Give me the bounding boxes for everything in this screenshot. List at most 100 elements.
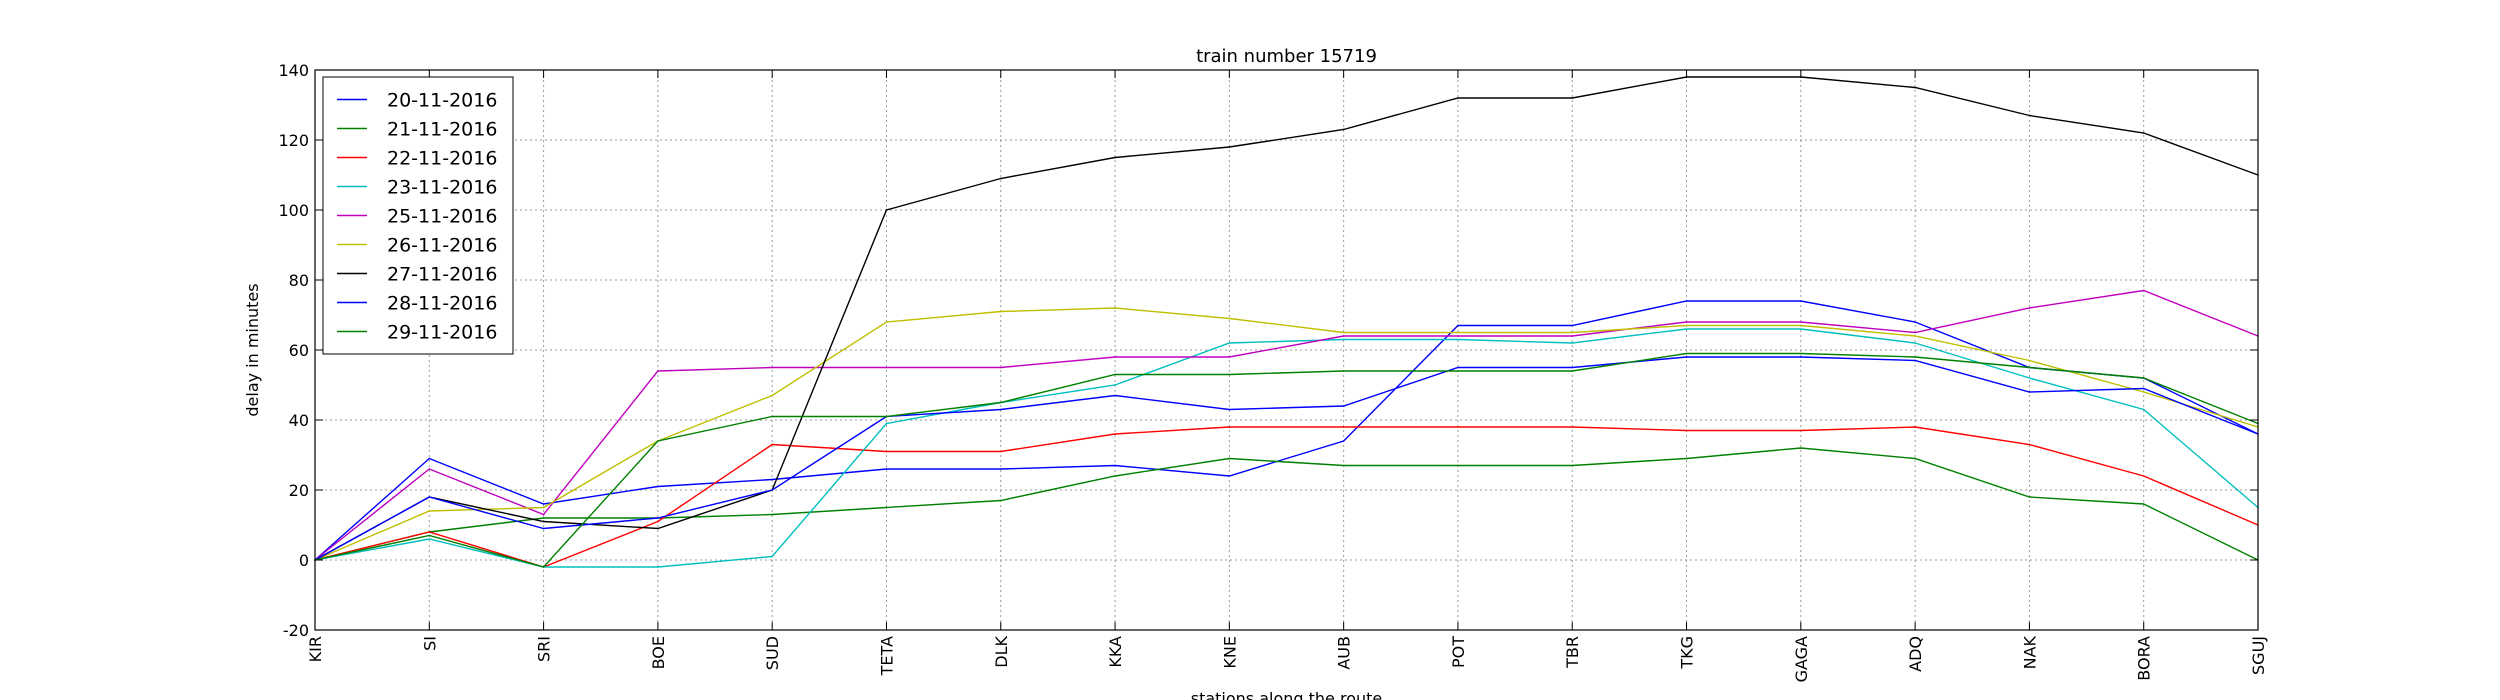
data-point: [999, 450, 1002, 453]
data-point: [1228, 475, 1231, 477]
data-point: [1457, 331, 1459, 334]
data-point: [1228, 426, 1231, 428]
data-point: [2142, 475, 2145, 477]
data-point: [1342, 335, 1345, 337]
data-point: [1800, 321, 1802, 323]
data-point: [1457, 97, 1459, 99]
data-point: [999, 310, 1002, 313]
data-point: [428, 510, 431, 512]
series-line: [314, 300, 2259, 561]
data-point: [1457, 324, 1459, 327]
series-line: [314, 356, 2259, 561]
data-point: [1114, 464, 1116, 467]
data-point: [2028, 359, 2031, 362]
data-point: [2142, 408, 2145, 411]
y-tick-label: 40: [289, 411, 309, 430]
data-point: [2142, 387, 2145, 390]
data-point: [1228, 317, 1231, 320]
legend-label: 28-11-2016: [387, 293, 497, 315]
series-line: [314, 307, 2259, 561]
x-tick-label: POT: [1449, 636, 1468, 668]
data-point: [657, 440, 659, 442]
data-point: [1342, 338, 1345, 341]
series-line: [314, 447, 2259, 561]
data-point: [1800, 324, 1802, 327]
data-point: [1685, 429, 1688, 432]
data-point: [1914, 86, 1916, 89]
y-tick-label: 0: [299, 551, 309, 570]
data-point: [1228, 146, 1231, 148]
data-point: [771, 489, 773, 491]
data-point: [885, 321, 888, 323]
y-tick-label: -20: [283, 621, 309, 640]
data-point: [999, 408, 1002, 411]
data-point: [1685, 356, 1688, 358]
x-tick-label: AUB: [1335, 636, 1354, 670]
data-point: [885, 209, 888, 211]
data-point: [1457, 370, 1459, 372]
data-point: [1800, 328, 1802, 330]
data-point: [1228, 457, 1231, 460]
y-axis-ticks: -20 0 20 40 60 80 100 120 140: [278, 61, 2258, 640]
series-line: [314, 289, 2259, 561]
data-point: [542, 517, 545, 519]
data-point: [1800, 429, 1802, 432]
y-tick-label: 60: [289, 341, 309, 360]
data-point: [1571, 426, 1574, 428]
data-point: [428, 457, 431, 460]
data-point: [428, 538, 431, 540]
y-tick-label: 80: [289, 271, 309, 290]
series-line: [314, 328, 2259, 568]
x-axis-label: stations along the route: [1191, 689, 1383, 700]
data-point: [1342, 128, 1345, 131]
data-point: [1457, 426, 1459, 428]
data-point: [771, 394, 773, 397]
data-point: [657, 517, 659, 519]
data-point: [1114, 475, 1116, 477]
data-point: [1571, 370, 1574, 372]
data-point: [885, 450, 888, 453]
series-line: [314, 352, 2259, 568]
data-point: [771, 415, 773, 418]
data-point: [2142, 132, 2145, 134]
legend: 20-11-2016 21-11-2016 22-11-2016 23-11-2016…: [322, 76, 514, 355]
x-tick-label: BOE: [649, 636, 668, 669]
data-point: [1457, 335, 1459, 337]
data-point: [1800, 447, 1802, 449]
data-point: [2028, 366, 2031, 369]
legend-label: 27-11-2016: [387, 264, 497, 286]
data-point: [1342, 464, 1345, 467]
data-lines: [314, 76, 2259, 568]
data-point: [1685, 300, 1688, 302]
data-point: [2028, 391, 2031, 393]
data-point: [2142, 377, 2145, 379]
data-point: [1914, 321, 1916, 323]
data-point: [999, 401, 1002, 404]
x-tick-label: NAK: [2020, 635, 2039, 669]
data-point: [1228, 356, 1231, 358]
y-tick-label: 120: [278, 131, 309, 150]
data-point: [1342, 405, 1345, 407]
data-point: [1571, 366, 1574, 369]
data-point: [1800, 352, 1802, 355]
data-point: [1114, 384, 1116, 386]
data-point: [1228, 342, 1231, 344]
data-point: [1914, 359, 1916, 362]
data-point: [1914, 331, 1916, 334]
data-point: [2028, 114, 2031, 117]
y-tick-label: 140: [278, 61, 309, 80]
data-point: [542, 506, 545, 509]
data-point: [999, 177, 1002, 180]
y-tick-label: 100: [278, 201, 309, 220]
x-tick-label: SGUJ: [2249, 636, 2268, 675]
data-point: [999, 468, 1002, 470]
legend-label: 23-11-2016: [387, 177, 497, 199]
data-point: [1114, 394, 1116, 397]
data-point: [2028, 307, 2031, 309]
data-point: [771, 555, 773, 558]
x-tick-label: TETA: [877, 636, 896, 676]
y-axis-label: delay in minutes: [243, 283, 262, 416]
data-point: [1685, 328, 1688, 330]
x-tick-label: SRI: [535, 636, 554, 662]
data-point: [2028, 377, 2031, 379]
